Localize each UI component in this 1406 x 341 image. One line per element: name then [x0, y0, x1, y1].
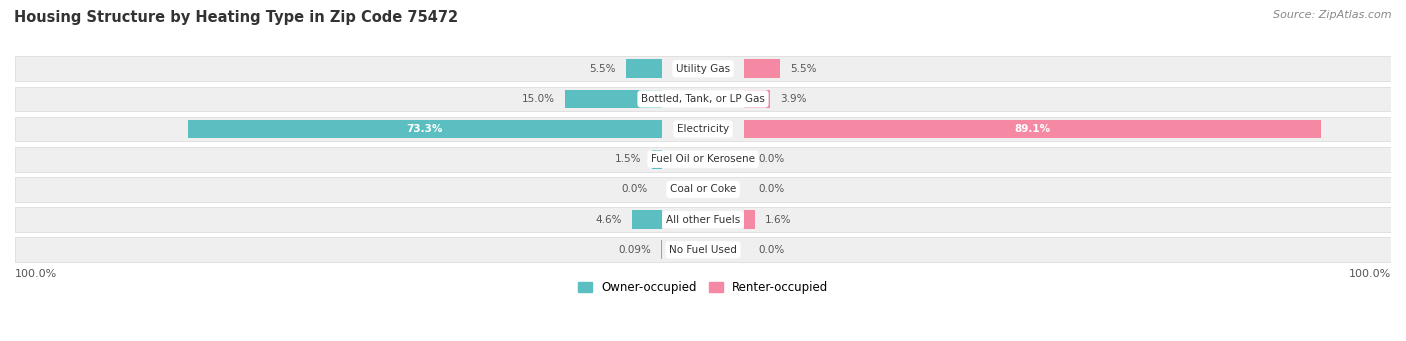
Text: 3.9%: 3.9%	[780, 94, 806, 104]
Text: 89.1%: 89.1%	[1014, 124, 1050, 134]
Text: Coal or Coke: Coal or Coke	[669, 184, 737, 194]
Text: Housing Structure by Heating Type in Zip Code 75472: Housing Structure by Heating Type in Zip…	[14, 10, 458, 25]
Bar	[652, 150, 662, 168]
Text: 100.0%: 100.0%	[15, 268, 58, 279]
Bar	[626, 59, 662, 78]
Bar	[744, 120, 1320, 138]
Bar	[187, 120, 662, 138]
Bar	[744, 59, 780, 78]
Text: Electricity: Electricity	[676, 124, 730, 134]
Text: Source: ZipAtlas.com: Source: ZipAtlas.com	[1274, 10, 1392, 20]
Text: 5.5%: 5.5%	[790, 64, 817, 74]
Bar	[15, 207, 1391, 232]
Bar	[15, 56, 1391, 81]
Text: 0.09%: 0.09%	[619, 245, 651, 255]
Text: 4.6%: 4.6%	[595, 214, 621, 225]
Bar	[15, 147, 1391, 172]
Bar	[744, 90, 769, 108]
Text: No Fuel Used: No Fuel Used	[669, 245, 737, 255]
Text: 1.6%: 1.6%	[765, 214, 792, 225]
Legend: Owner-occupied, Renter-occupied: Owner-occupied, Renter-occupied	[572, 276, 834, 299]
Text: Fuel Oil or Kerosene: Fuel Oil or Kerosene	[651, 154, 755, 164]
Text: 0.0%: 0.0%	[758, 245, 785, 255]
Text: 73.3%: 73.3%	[406, 124, 443, 134]
Text: 100.0%: 100.0%	[1348, 268, 1391, 279]
Bar	[565, 90, 662, 108]
Bar	[15, 117, 1391, 142]
Bar	[631, 210, 662, 229]
Text: Bottled, Tank, or LP Gas: Bottled, Tank, or LP Gas	[641, 94, 765, 104]
Text: 5.5%: 5.5%	[589, 64, 616, 74]
Text: Utility Gas: Utility Gas	[676, 64, 730, 74]
Text: All other Fuels: All other Fuels	[666, 214, 740, 225]
Bar	[15, 87, 1391, 111]
Text: 15.0%: 15.0%	[522, 94, 554, 104]
Text: 1.5%: 1.5%	[616, 154, 641, 164]
Bar	[15, 177, 1391, 202]
Bar	[15, 237, 1391, 262]
Bar	[744, 210, 755, 229]
Text: 0.0%: 0.0%	[758, 154, 785, 164]
Text: 0.0%: 0.0%	[758, 184, 785, 194]
Text: 0.0%: 0.0%	[621, 184, 648, 194]
